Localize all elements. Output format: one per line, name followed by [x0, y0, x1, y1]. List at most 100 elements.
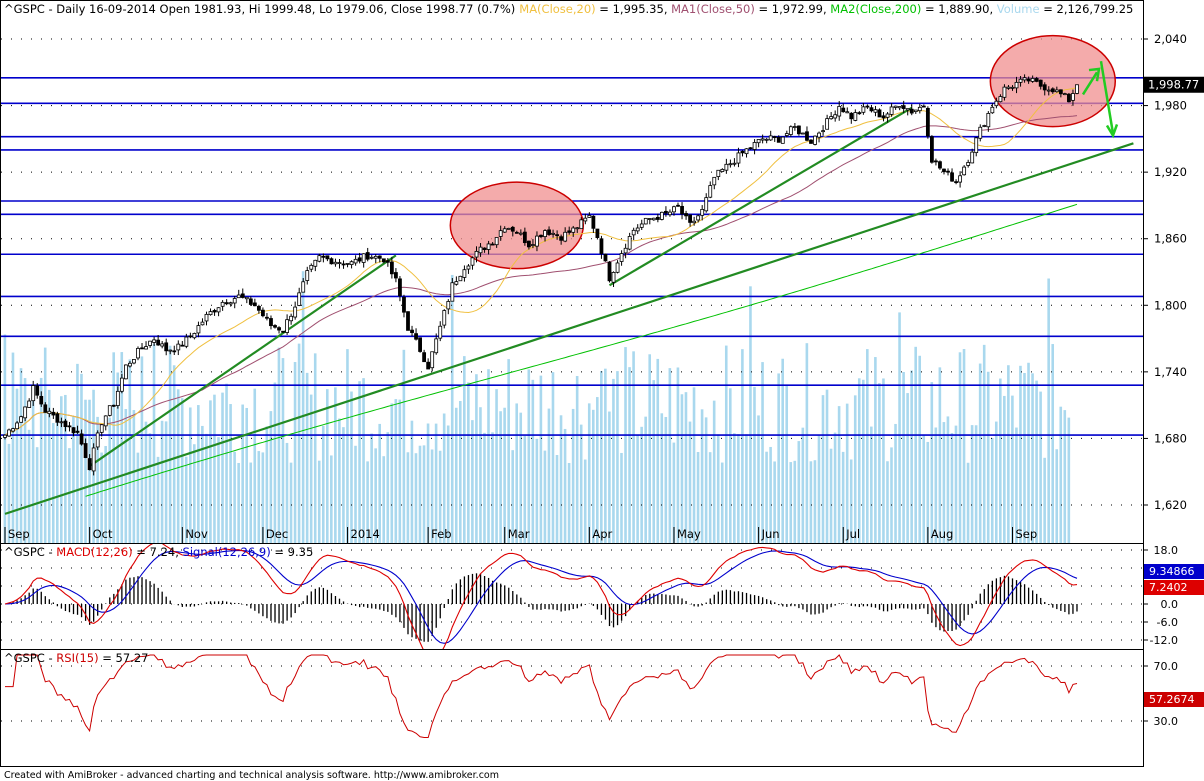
volume-bar	[535, 438, 539, 543]
volume-bar	[1067, 417, 1071, 543]
candle-body	[740, 150, 745, 154]
candle-body	[132, 359, 136, 364]
candle-body	[768, 135, 773, 141]
candle-body	[696, 215, 701, 221]
volume-bar	[112, 352, 116, 543]
volume-bar	[563, 428, 567, 543]
volume-bar	[156, 456, 160, 543]
candle-body	[877, 109, 882, 118]
last-price-box	[1144, 76, 1204, 93]
candle-body	[168, 349, 173, 352]
candle-body	[712, 176, 717, 186]
volume-bar	[841, 451, 845, 543]
candle-body	[994, 100, 999, 107]
candle-body	[281, 330, 285, 333]
candle-body	[792, 126, 797, 128]
volume-bar	[902, 371, 905, 543]
volume-bar	[128, 359, 132, 543]
macd-tick-label: -6.0	[1157, 616, 1178, 629]
candle-body	[3, 434, 7, 438]
volume-bar	[132, 410, 136, 543]
horizontal-levels	[1, 77, 1143, 436]
candle-body	[317, 255, 322, 262]
volume-bar	[898, 312, 901, 543]
candle-body	[728, 163, 733, 166]
signal-last-box	[1144, 564, 1204, 579]
candle-body	[35, 385, 40, 396]
volume-bar	[426, 423, 430, 543]
candle-body	[1042, 84, 1047, 91]
volume-bar	[370, 433, 373, 543]
candle-body	[531, 244, 535, 246]
candle-body	[240, 293, 245, 298]
candle-body	[1006, 86, 1011, 89]
volume-bar	[1039, 391, 1042, 543]
candle-body	[124, 364, 128, 380]
candle-body	[216, 307, 221, 313]
volume-bar	[942, 422, 946, 543]
volume-bar	[769, 446, 772, 543]
volume-bar	[201, 425, 204, 543]
month-label: 2014	[351, 527, 380, 541]
volume-bar	[104, 446, 107, 543]
volume-bar	[656, 358, 660, 543]
candle-body	[490, 243, 495, 246]
down-arrow	[1099, 60, 1115, 134]
candle-body	[647, 218, 652, 220]
volume-bar	[793, 460, 797, 543]
volume-bar	[51, 422, 55, 543]
candle-body	[873, 109, 878, 113]
volume-bar	[660, 413, 664, 543]
panel-frames	[0, 0, 1144, 767]
volume-bar	[237, 462, 240, 543]
candle-body	[502, 228, 507, 233]
candle-body	[204, 313, 209, 322]
candle-body	[313, 259, 318, 267]
volume-bar	[990, 437, 994, 543]
candle-body	[982, 125, 987, 127]
volume-bar	[628, 367, 631, 543]
candle-body	[27, 400, 32, 408]
volume-bar	[358, 381, 361, 543]
candle-body	[889, 106, 894, 115]
volume-bar	[934, 427, 938, 543]
macd-last-badge: 7.2402	[1144, 580, 1204, 595]
candle-body	[917, 106, 922, 112]
volume-bar	[43, 347, 47, 543]
volume-bar	[213, 394, 216, 543]
volume-bar	[543, 450, 547, 543]
volume-bar	[406, 452, 410, 543]
candle-body	[571, 227, 576, 233]
trend-line	[89, 254, 397, 468]
candle-body	[414, 333, 418, 340]
candle-body	[180, 344, 185, 347]
candle-body	[543, 230, 547, 238]
month-label: Oct	[93, 527, 113, 541]
candle-body	[446, 301, 451, 310]
candle-body	[704, 197, 709, 212]
candle-body	[1067, 93, 1071, 103]
candle-body	[172, 350, 177, 353]
volume-bar	[330, 455, 333, 543]
candle-body	[398, 278, 402, 297]
candle-body	[547, 229, 551, 235]
volume-bar	[23, 378, 27, 543]
signal-last-label: 9.34866	[1149, 565, 1195, 578]
candle-body	[248, 298, 253, 305]
candle-body	[1002, 86, 1007, 98]
volume-bar	[1007, 365, 1010, 543]
candle-body	[75, 430, 80, 433]
volume-bar	[857, 378, 861, 543]
candle-body	[305, 270, 310, 281]
volume-bar	[551, 372, 555, 543]
candle-body	[1010, 86, 1015, 89]
volume-bar	[712, 400, 716, 543]
candle-body	[974, 137, 979, 154]
candle-body	[885, 113, 890, 118]
moving-averages	[4, 87, 1078, 497]
candle-body	[466, 265, 471, 270]
candle-body	[1071, 93, 1075, 101]
candle-body	[539, 234, 543, 238]
last-price-badge: 1,998.77	[1144, 76, 1204, 93]
candle-body	[188, 335, 193, 338]
